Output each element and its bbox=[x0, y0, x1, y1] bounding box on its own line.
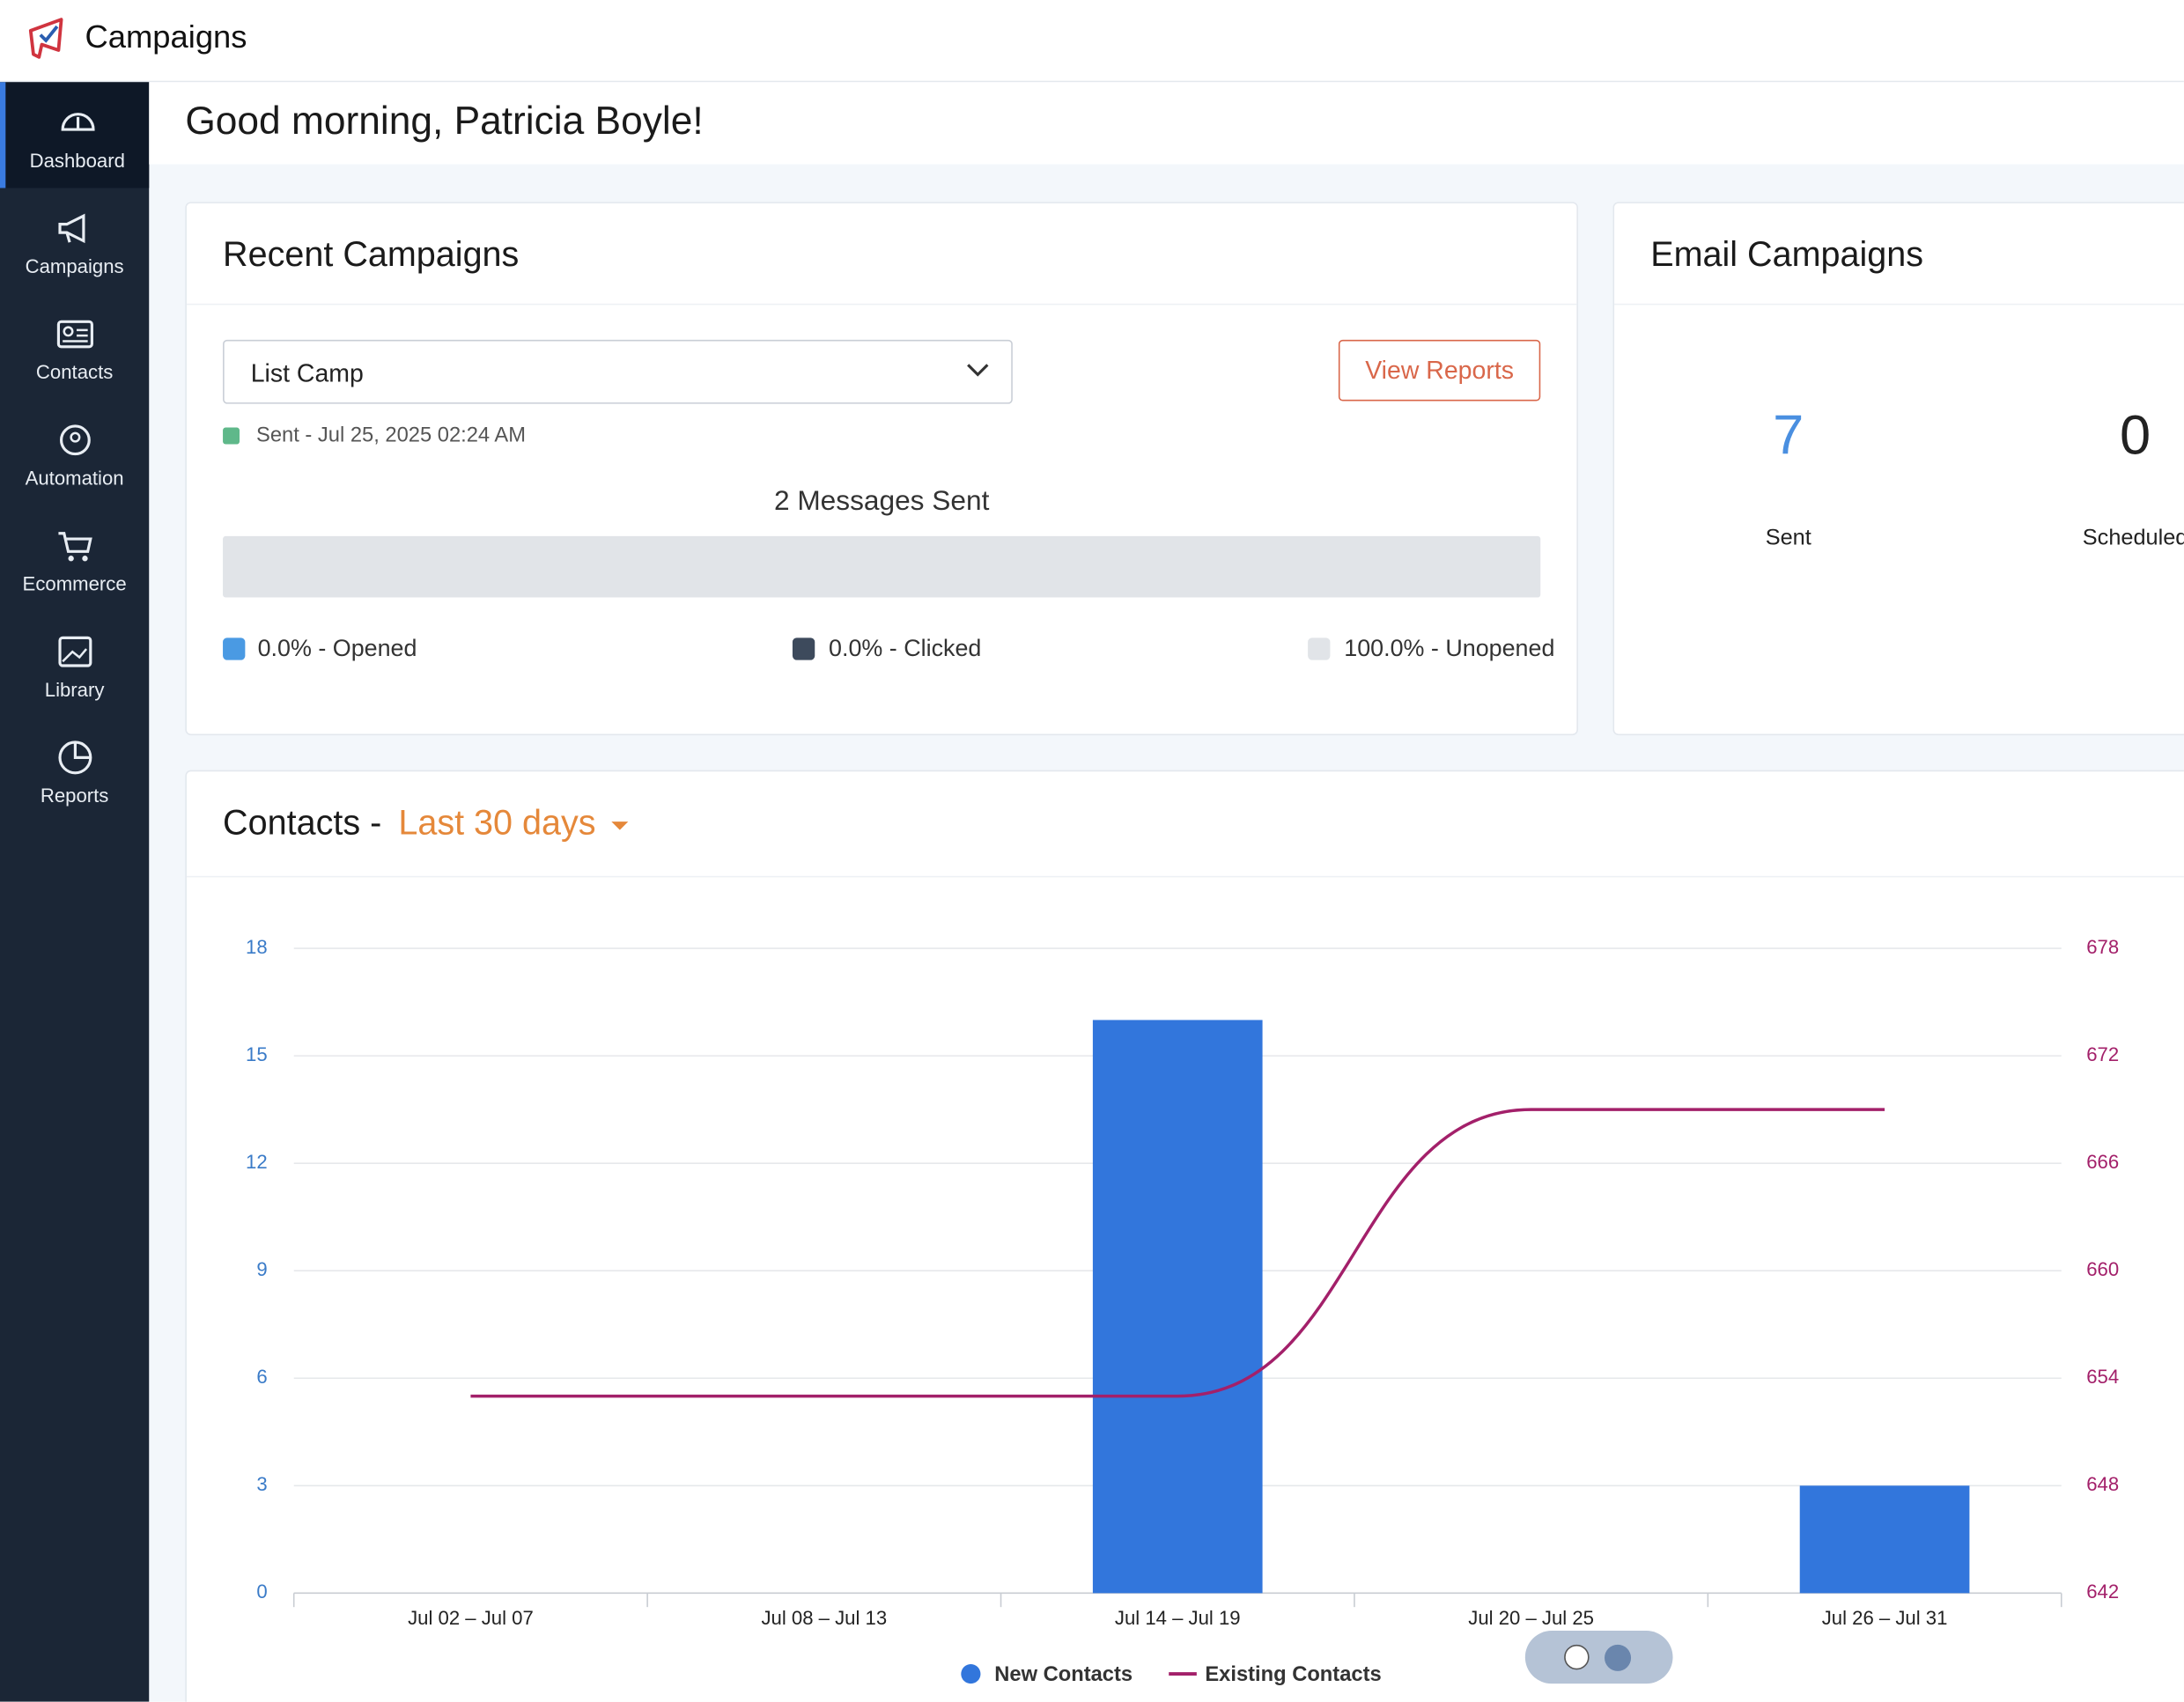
y-tick-label: 6 bbox=[256, 1366, 267, 1388]
nav-icon bbox=[59, 424, 91, 456]
logo bbox=[28, 18, 63, 59]
legend-swatch bbox=[1308, 637, 1331, 660]
nav-item[interactable]: Campaigns bbox=[0, 188, 149, 294]
legend-label: 100.0% - Unopened bbox=[1344, 635, 1555, 662]
legend-label: 0.0% - Clicked bbox=[829, 635, 982, 662]
legend-label: New Contacts bbox=[994, 1663, 1133, 1686]
card-title: Recent Campaigns bbox=[223, 235, 520, 275]
x-tick-label: Jul 02 – Jul 07 bbox=[408, 1607, 534, 1629]
nav-icon bbox=[57, 532, 92, 562]
x-tick-label: Jul 08 – Jul 13 bbox=[761, 1607, 887, 1629]
legend-swatch bbox=[223, 637, 246, 660]
recent-campaigns-card: Recent Campaigns List Camp View Reports … bbox=[185, 202, 1578, 736]
toggle-knob bbox=[1605, 1644, 1632, 1671]
range-label: Last 30 days bbox=[398, 803, 596, 843]
legend-label: Existing Contacts bbox=[1205, 1663, 1381, 1686]
divider bbox=[186, 875, 2184, 878]
y2-tick-label: 660 bbox=[2086, 1258, 2119, 1280]
nav-label: Automation bbox=[25, 466, 124, 490]
divider bbox=[186, 303, 1577, 306]
y2-tick-label: 666 bbox=[2086, 1151, 2119, 1173]
x-tick-label: Jul 26 – Jul 31 bbox=[1822, 1607, 1948, 1629]
dropdown-value: List Camp bbox=[250, 359, 364, 387]
y2-tick-label: 678 bbox=[2086, 936, 2119, 958]
toggle-knob bbox=[1564, 1644, 1590, 1670]
bar bbox=[1092, 1020, 1263, 1594]
range-dropdown[interactable]: Last 30 days bbox=[398, 804, 635, 844]
y2-tick-label: 648 bbox=[2086, 1473, 2119, 1495]
status-dot bbox=[223, 427, 240, 445]
y-tick-label: 9 bbox=[256, 1258, 267, 1280]
nav-label: Campaigns bbox=[25, 254, 124, 277]
toggle[interactable] bbox=[1524, 1631, 1673, 1684]
nav-icon bbox=[60, 113, 94, 131]
view-reports-button[interactable]: View Reports bbox=[1338, 339, 1541, 402]
line bbox=[470, 1108, 1885, 1398]
card-title: Email Campaigns bbox=[1650, 235, 1924, 275]
y-tick-label: 15 bbox=[246, 1043, 268, 1065]
nav-label: Contacts bbox=[35, 360, 114, 383]
greeting: Good morning, Patricia Boyle! bbox=[185, 99, 704, 143]
nav-icon bbox=[57, 740, 92, 775]
campaign-dropdown[interactable]: List Camp bbox=[223, 339, 1013, 404]
y-tick-label: 3 bbox=[256, 1473, 267, 1495]
nav-item[interactable]: Dashboard bbox=[0, 82, 150, 188]
y-tick-label: 18 bbox=[246, 936, 268, 958]
divider bbox=[1614, 303, 2184, 306]
stat-label: Sent bbox=[1765, 526, 1811, 550]
stat-value: 7 bbox=[1773, 405, 1804, 467]
app-title: Campaigns bbox=[85, 18, 247, 55]
nav-item[interactable]: Reports bbox=[0, 718, 149, 823]
y2-tick-label: 672 bbox=[2086, 1043, 2119, 1065]
nav-item[interactable]: Library bbox=[0, 611, 149, 717]
nav-item[interactable]: Ecommerce bbox=[0, 505, 149, 611]
open-rate-bar bbox=[223, 535, 1541, 598]
legend-label: 0.0% - Opened bbox=[257, 635, 417, 662]
nav-icon bbox=[57, 636, 92, 667]
email-campaigns-card: Email Campaigns 7 Sent 0 Scheduled bbox=[1612, 202, 2184, 736]
y2-tick-label: 642 bbox=[2086, 1580, 2119, 1603]
nav-icon bbox=[56, 320, 93, 349]
y-tick-label: 0 bbox=[256, 1580, 267, 1603]
sidebar: Dashboard Campaigns Contacts Automation Ecom… bbox=[0, 82, 150, 1702]
messages-sent: 2 Messages Sent bbox=[773, 485, 990, 517]
nav-label: Reports bbox=[40, 784, 109, 807]
nav-item[interactable]: Contacts bbox=[0, 294, 149, 400]
nav-label: Ecommerce bbox=[22, 572, 127, 595]
y2-tick-label: 654 bbox=[2086, 1366, 2119, 1388]
chevron bbox=[967, 364, 989, 377]
nav-label: Library bbox=[44, 678, 105, 701]
greeting-bar: Good morning, Patricia Boyle! bbox=[149, 82, 2184, 165]
top-bar: Campaigns bbox=[0, 0, 2184, 83]
status-text: Sent - Jul 25, 2025 02:24 AM bbox=[256, 423, 527, 447]
x-tick-label: Jul 14 – Jul 19 bbox=[1115, 1607, 1241, 1629]
legend-swatch bbox=[961, 1664, 981, 1684]
stat-label: Scheduled bbox=[2082, 526, 2184, 550]
card-title: Contacts - bbox=[223, 803, 382, 843]
nav-label: Dashboard bbox=[29, 149, 125, 172]
caret bbox=[610, 822, 628, 830]
y-tick-label: 12 bbox=[246, 1151, 268, 1173]
x-tick-label: Jul 20 – Jul 25 bbox=[1468, 1607, 1594, 1629]
nav-item[interactable]: Automation bbox=[0, 400, 149, 505]
legend-swatch bbox=[792, 637, 815, 660]
bar bbox=[1799, 1485, 1970, 1594]
nav-icon bbox=[57, 213, 85, 244]
stat-value: 0 bbox=[2119, 405, 2151, 467]
